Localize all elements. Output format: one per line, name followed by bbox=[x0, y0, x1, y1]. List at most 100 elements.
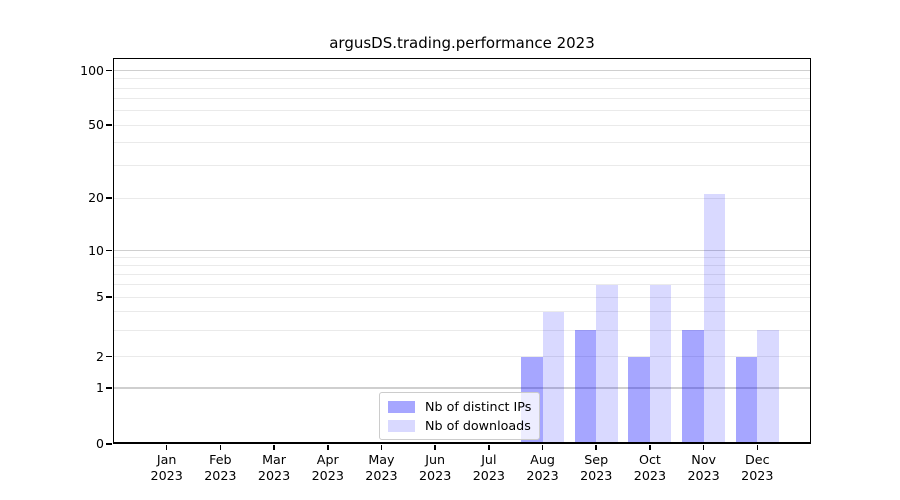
y-tick-mark bbox=[106, 443, 112, 445]
legend-item-distinct-ips: Nb of distinct IPs bbox=[388, 397, 531, 416]
x-tick-year: 2023 bbox=[418, 468, 452, 483]
bar-ips-sep bbox=[574, 330, 597, 444]
x-tick-year: 2023 bbox=[687, 468, 720, 483]
x-tick-year: 2023 bbox=[311, 468, 344, 483]
x-tick-month: Feb bbox=[209, 452, 232, 467]
gridline-minor bbox=[113, 310, 811, 312]
x-tick-mark bbox=[702, 444, 705, 450]
x-tick-month: Nov bbox=[691, 452, 716, 467]
x-tick-mark bbox=[434, 444, 436, 450]
x-tick-month: Jul bbox=[481, 452, 497, 467]
gridline-minor bbox=[113, 98, 811, 100]
x-tick-mark bbox=[756, 444, 759, 450]
plot-area: 0 1 2 5 10 20 50 100 Jan 2023 Feb 2023 Mar 2023 Apr 20… bbox=[80, 58, 811, 483]
x-tick-year: 2023 bbox=[526, 468, 559, 483]
x-tick-month: Mar bbox=[262, 452, 287, 467]
chart-title: argusDS.trading.performance 2023 bbox=[329, 34, 595, 52]
bar-downloads-sep bbox=[596, 284, 618, 444]
gridline-minor bbox=[113, 87, 811, 89]
y-tick-mark bbox=[106, 124, 112, 126]
gridline-minor bbox=[113, 124, 811, 126]
x-tick-label: Oct 2023 bbox=[618, 452, 682, 484]
gridline-minor bbox=[113, 356, 811, 357]
x-tick-year: 2023 bbox=[150, 468, 183, 483]
y-tick-label: 5 bbox=[96, 289, 104, 304]
gridline-major bbox=[113, 69, 811, 72]
gridline-minor bbox=[113, 165, 811, 167]
gridline-minor bbox=[113, 329, 811, 331]
x-tick-year: 2023 bbox=[204, 468, 237, 483]
bar-downloads-aug bbox=[542, 311, 564, 444]
x-tick-label: Jun 2023 bbox=[403, 452, 467, 484]
x-tick-month: Jun bbox=[425, 452, 446, 467]
x-tick-month: Apr bbox=[316, 452, 339, 467]
x-tick-mark bbox=[165, 444, 168, 450]
legend-item-downloads: Nb of downloads bbox=[388, 416, 531, 435]
x-tick-month: Sep bbox=[584, 452, 609, 467]
y-tick-label: 100 bbox=[80, 62, 104, 78]
x-tick-month: Aug bbox=[530, 452, 555, 467]
x-tick-month: Oct bbox=[638, 452, 661, 467]
x-tick-mark bbox=[595, 444, 597, 450]
gridline-minor bbox=[113, 264, 811, 266]
gridline-minor bbox=[113, 296, 811, 298]
y-tick-mark bbox=[106, 355, 112, 358]
x-tick-label: Mar 2023 bbox=[242, 452, 306, 484]
x-tick-mark bbox=[541, 444, 544, 450]
legend-swatch-distinct-ips bbox=[388, 400, 415, 413]
gridline-minor bbox=[113, 257, 811, 259]
y-tick-label: 50 bbox=[88, 117, 104, 132]
bar-ips-dec bbox=[735, 356, 758, 444]
x-tick-label: Feb 2023 bbox=[188, 452, 252, 484]
x-tick-month: May bbox=[368, 452, 395, 467]
x-tick-label: Jul 2023 bbox=[457, 452, 521, 484]
y-tick-mark bbox=[106, 197, 112, 199]
gridline-major bbox=[113, 387, 811, 389]
gridline-minor bbox=[113, 273, 811, 275]
gridline-minor bbox=[113, 78, 811, 80]
legend-label-downloads: Nb of downloads bbox=[425, 418, 531, 433]
y-tick-label: 10 bbox=[88, 242, 104, 258]
legend: Nb of distinct IPs Nb of downloads bbox=[379, 392, 541, 440]
bar-ips-oct bbox=[628, 356, 650, 444]
x-tick-label: Aug 2023 bbox=[511, 452, 575, 484]
y-tick-label: 2 bbox=[96, 348, 104, 364]
legend-swatch-downloads bbox=[388, 419, 415, 432]
bar-downloads-dec bbox=[757, 330, 779, 444]
y-tick-mark bbox=[106, 69, 112, 72]
y-tick-label: 1 bbox=[96, 380, 104, 395]
x-tick-label: Sep 2023 bbox=[564, 452, 628, 484]
x-tick-year: 2023 bbox=[741, 468, 774, 483]
x-tick-label: Nov 2023 bbox=[672, 452, 736, 484]
x-tick-label: Dec 2023 bbox=[725, 452, 789, 484]
x-tick-mark bbox=[219, 444, 222, 450]
x-tick-label: Apr 2023 bbox=[296, 452, 360, 484]
x-tick-year: 2023 bbox=[580, 468, 613, 483]
bar-downloads-oct bbox=[649, 284, 672, 444]
x-tick-year: 2023 bbox=[365, 468, 398, 483]
gridline-major bbox=[113, 249, 811, 252]
x-tick-mark bbox=[649, 444, 651, 450]
x-tick-month: Jan bbox=[156, 452, 177, 467]
x-tick-label: May 2023 bbox=[349, 452, 413, 484]
x-tick-mark bbox=[273, 444, 275, 450]
y-tick-mark bbox=[106, 387, 112, 389]
x-tick-year: 2023 bbox=[472, 468, 505, 483]
y-tick-label: 20 bbox=[88, 190, 104, 205]
legend-label-distinct-ips: Nb of distinct IPs bbox=[425, 399, 532, 414]
y-tick-mark bbox=[106, 296, 112, 298]
x-tick-mark bbox=[327, 444, 329, 450]
bar-downloads-nov bbox=[703, 194, 726, 444]
bar-ips-nov bbox=[682, 330, 704, 444]
x-tick-year: 2023 bbox=[257, 468, 291, 483]
gridline-minor bbox=[113, 197, 811, 199]
x-tick-mark bbox=[488, 444, 490, 450]
gridline-minor bbox=[113, 284, 811, 286]
y-tick-mark bbox=[106, 249, 112, 252]
gridline-minor bbox=[113, 142, 811, 144]
gridline-minor bbox=[113, 110, 811, 112]
y-tick-label: 0 bbox=[96, 436, 104, 451]
x-tick-month: Dec bbox=[745, 452, 770, 467]
x-tick-label: Jan 2023 bbox=[135, 452, 199, 484]
